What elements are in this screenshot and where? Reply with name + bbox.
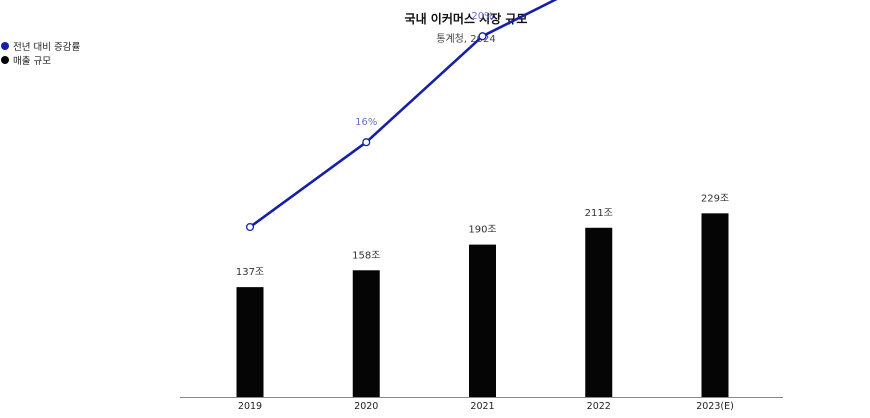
chart-title: 국내 이커머스 시장 규모 — [404, 12, 528, 26]
growth-rate-point-2021 — [478, 32, 487, 41]
bar-value-label-2019: 137조 — [236, 267, 264, 278]
legend-item-sales: 매출 규모 — [1, 53, 80, 67]
bar-2022 — [585, 227, 613, 397]
growth-rate-point-2019 — [245, 222, 255, 232]
legend-swatch-growth — [1, 41, 9, 50]
x-tick-label-2022: 2022 — [587, 401, 611, 412]
growth-rate-point-2020 — [362, 138, 371, 147]
x-tick-label-2020: 2020 — [354, 401, 378, 412]
bar-2023(E) — [701, 213, 729, 397]
chart-subtitle: 통계청, 2024 — [436, 34, 496, 45]
x-tick-label-2023(E): 2023(E) — [696, 401, 734, 412]
bar-2021 — [469, 244, 496, 397]
bar-2019 — [236, 287, 264, 397]
legend-swatch-sales — [1, 55, 9, 64]
legend-label-sales: 매출 규모 — [13, 55, 51, 67]
bar-2020 — [352, 270, 380, 397]
legend: 전년 대비 증감률 매출 규모 — [1, 39, 80, 67]
bar-value-label-2021: 190조 — [468, 225, 496, 236]
growth-rate-label-2020: 16% — [355, 117, 377, 128]
x-tick-label-2019: 2019 — [238, 401, 262, 412]
bar-value-label-2023(E): 229조 — [701, 193, 729, 204]
bar-value-label-2020: 158조 — [352, 250, 380, 261]
bar-value-label-2022: 211조 — [585, 208, 613, 219]
legend-label-growth: 전년 대비 증감률 — [13, 41, 81, 53]
x-tick-label-2021: 2021 — [470, 401, 494, 412]
growth-rate-label-2021: 20% — [471, 11, 493, 22]
legend-item-growth: 전년 대비 증감률 — [1, 39, 81, 53]
